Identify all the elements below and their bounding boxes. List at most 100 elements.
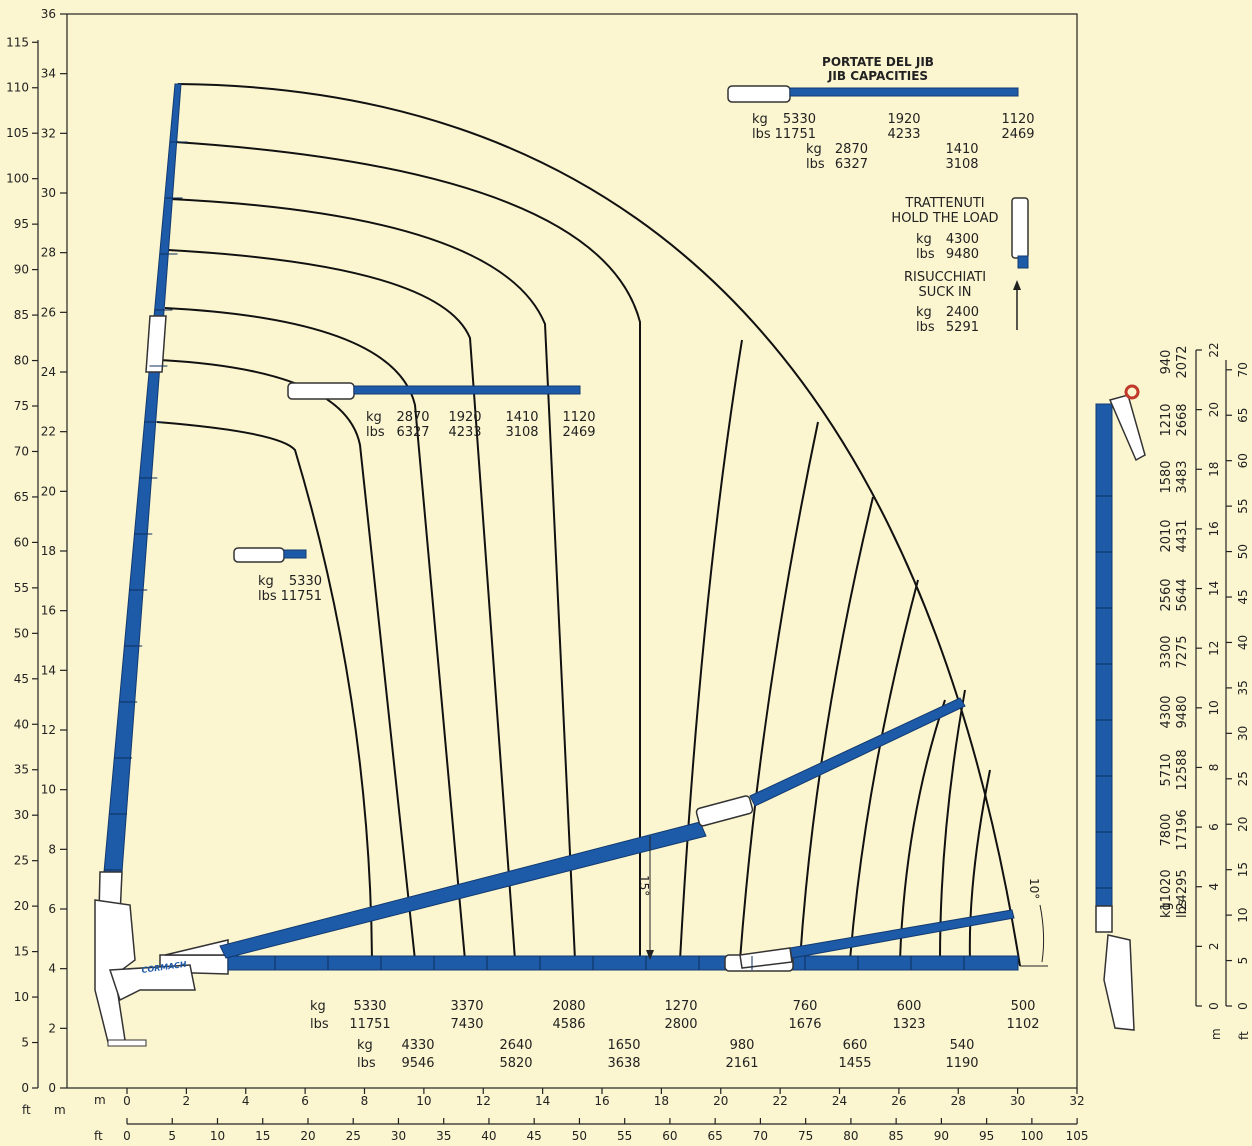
curve-24m: [159, 359, 416, 961]
bottom-r2-kg-unit: kg: [357, 1038, 373, 1053]
y-ft-tick-label: 85: [14, 308, 29, 322]
x-m-tick-label: 10: [416, 1094, 431, 1108]
y-ft-tick-label: 115: [6, 35, 29, 49]
x-ft-tick-label: 55: [617, 1129, 632, 1143]
side-kg-value: 940: [1159, 350, 1174, 375]
hold-kg-unit: kg: [916, 232, 932, 247]
bottom-r1-kg-value: 2080: [552, 999, 585, 1014]
side-m-tick-label: 4: [1207, 883, 1221, 891]
x-ft-tick-label: 20: [300, 1129, 315, 1143]
y-m-tick-label: 20: [41, 484, 56, 498]
left-m-label: m: [54, 1103, 66, 1117]
jib-legend-icon: [727, 85, 1019, 103]
side-kg-value: 1210: [1159, 403, 1174, 436]
curve-28m: [167, 249, 516, 961]
bottom-r1-lbs-value: 4586: [552, 1017, 585, 1032]
x-m-tick-label: 20: [713, 1094, 728, 1108]
hold-title-it: TRATTENUTI: [904, 196, 984, 211]
side-m-tick-label: 20: [1207, 402, 1221, 417]
x-m-tick-label: 6: [301, 1094, 309, 1108]
y-ft-tick-label: 100: [6, 172, 29, 186]
curve-r1: [679, 339, 743, 961]
side-lbs-value: 9480: [1175, 695, 1190, 728]
bottom-m-label: m: [94, 1093, 106, 1107]
jib-r1-lbs: 11751: [775, 127, 816, 142]
bottom-r1-kg-value: 500: [1011, 999, 1036, 1014]
hold-lbs-unit: lbs: [916, 247, 935, 262]
side-lbs-value: 24295: [1175, 869, 1190, 910]
vertical-boom: [97, 83, 182, 961]
x-ft-tick-label: 60: [662, 1129, 677, 1143]
suck-title-it: RISUCCHIATI: [904, 270, 986, 285]
y-ft-tick-label: 20: [14, 899, 29, 913]
y-ft-tick-label: 95: [14, 217, 29, 231]
mid-jib-kg-value: 1920: [448, 410, 481, 425]
angle-10-arc: [1039, 904, 1045, 963]
y-m-tick-label: 24: [41, 365, 56, 379]
inclined-boom-base: [164, 939, 229, 956]
curve-32m: [174, 141, 641, 960]
bottom-r1-kg-value: 3370: [450, 999, 483, 1014]
mid-jib-lbs-unit: lbs: [366, 425, 385, 440]
jib-10deg-joint: [739, 947, 793, 969]
curve-r2: [739, 421, 819, 961]
y-ft-tick-label: 60: [14, 535, 29, 549]
x-m-tick-label: 14: [535, 1094, 550, 1108]
x-ft-tick-label: 40: [481, 1129, 496, 1143]
horizontal-boom-body: [227, 955, 1019, 971]
jib-r1-v2-kg: 1920: [887, 112, 920, 127]
bottom-capacities: 5330 11751 3370 7430 2080 4586 1270 2800 760 1676…: [349, 999, 1039, 1071]
mid-jib-lbs-value: 4233: [448, 425, 481, 440]
y-ft-tick-label: 45: [14, 672, 29, 686]
x-m-tick-label: 18: [654, 1094, 669, 1108]
y-m-tick-label: 2: [48, 1021, 56, 1035]
x-ft-tick-label: 10: [210, 1129, 225, 1143]
y-m-tick-label: 36: [41, 7, 56, 21]
y-m-tick-label: 18: [41, 544, 56, 558]
suck-lbs-unit: lbs: [916, 320, 935, 335]
bottom-r2-lbs-value: 1190: [945, 1056, 978, 1071]
crane-base: [94, 899, 196, 1047]
mid-jib-kg-value: 2870: [396, 410, 429, 425]
small-jib-tip: [283, 549, 307, 559]
side-m-tick-label: 2: [1207, 943, 1221, 951]
y-ft-tick-label: 105: [6, 126, 29, 140]
mid-jib: [287, 382, 581, 400]
side-m-tick-label: 0: [1207, 1002, 1221, 1010]
bottom-r2-kg-value: 540: [950, 1038, 975, 1053]
side-ft-tick-label: 10: [1236, 907, 1250, 922]
side-kg-value: 5710: [1159, 753, 1174, 786]
bottom-r2-kg-value: 980: [730, 1038, 755, 1053]
inclined-boom-body: [219, 821, 707, 959]
x-m-tick-label: 26: [891, 1094, 906, 1108]
suck-title-en: SUCK IN: [918, 285, 971, 300]
jib-r1-v3-lbs: 2469: [1001, 127, 1034, 142]
y-m-tick-label: 8: [48, 842, 56, 856]
side-capacities: 11020 24295 7800 17196 5710 12588 4300 9480 3300…: [1159, 345, 1190, 910]
angle-15-label: 15°: [637, 875, 651, 896]
x-ft-tick-label: 90: [934, 1129, 949, 1143]
y-ft-tick-label: 35: [14, 763, 29, 777]
x-m-tick-label: 28: [951, 1094, 966, 1108]
small-jib-lbs: 11751: [281, 589, 322, 604]
small-jib-kg-unit: kg: [258, 574, 274, 589]
angle-10-label: 10°: [1027, 878, 1041, 899]
y-ft-tick-label: 50: [14, 626, 29, 640]
x-m-tick-label: 32: [1069, 1094, 1084, 1108]
curve-r5: [899, 699, 946, 961]
side-kg-value: 3300: [1159, 635, 1174, 668]
small-jib-kg: 5330: [289, 574, 322, 589]
side-lbs-value: 2072: [1175, 345, 1190, 378]
left-ft-axis: 0 5 10 15 20 25 30 35 40 45 50 55 60 65 70 75 80 85 90 95 10…: [6, 35, 39, 1095]
hold-title-en: HOLD THE LOAD: [891, 211, 998, 226]
x-ft-tick-label: 100: [1020, 1129, 1043, 1143]
side-ft-tick-label: 0: [1236, 1002, 1250, 1010]
bottom-r1-kg-value: 1270: [664, 999, 697, 1014]
x-m-tick-label: 0: [123, 1094, 131, 1108]
side-m-axis: 0 2 4 6 8 10 12 14 16 18 20 22: [1195, 342, 1221, 1010]
x-m-tick-label: 12: [476, 1094, 491, 1108]
jib-r2-v2-kg: 1410: [945, 142, 978, 157]
bottom-r1-lbs-value: 1323: [892, 1017, 925, 1032]
